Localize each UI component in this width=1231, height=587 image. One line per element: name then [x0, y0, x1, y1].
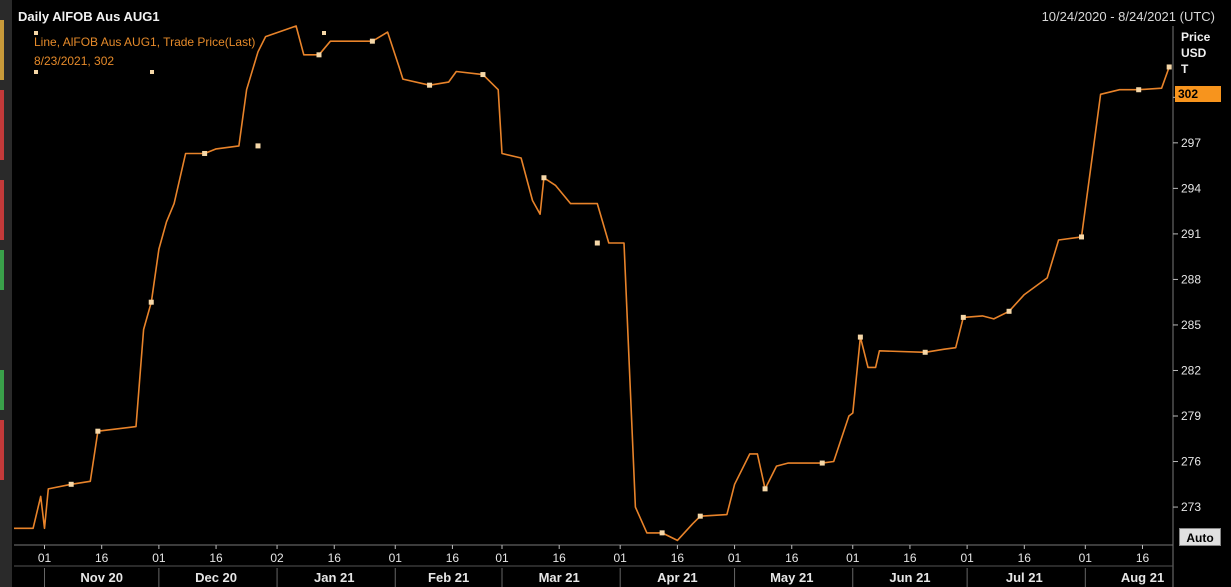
data-point-marker	[541, 175, 547, 181]
data-point-marker	[316, 52, 322, 58]
x-tick-label: 01	[728, 551, 742, 565]
data-point-marker	[369, 38, 375, 44]
x-tick-label: 16	[1018, 551, 1032, 565]
x-tick-label: 16	[903, 551, 917, 565]
data-point-marker	[95, 428, 101, 434]
y-unit-line-1: Price	[1181, 30, 1211, 44]
legend-last-point: 8/23/2021, 302	[34, 54, 115, 68]
x-month-label: Nov 20	[80, 570, 123, 585]
data-point-marker	[68, 481, 74, 487]
x-month-label: May 21	[770, 570, 813, 585]
chart-title: Daily AlFOB Aus AUG1	[18, 9, 160, 24]
x-tick-label: 01	[38, 551, 52, 565]
x-tick-label: 01	[152, 551, 166, 565]
series-line	[14, 25, 1170, 542]
x-month-label: Feb 21	[428, 570, 469, 585]
data-point-marker	[480, 72, 486, 78]
x-month-label: Jan 21	[314, 570, 354, 585]
y-tick-label: 288	[1181, 272, 1201, 286]
x-tick-label: 16	[209, 551, 223, 565]
x-month-label: Apr 21	[657, 570, 697, 585]
y-tick-label: 279	[1181, 409, 1201, 423]
data-point-marker	[427, 82, 433, 88]
data-point-marker	[960, 314, 966, 320]
data-point-marker	[1006, 308, 1012, 314]
x-tick-label: 16	[95, 551, 109, 565]
legend-box-corner	[150, 70, 154, 74]
data-point-marker	[594, 240, 600, 246]
data-point-marker	[148, 299, 154, 305]
x-tick-label: 16	[1136, 551, 1150, 565]
data-point-marker	[819, 460, 825, 466]
y-tick-label: 285	[1181, 318, 1201, 332]
x-tick-label: 01	[614, 551, 628, 565]
data-point-marker	[255, 143, 261, 149]
x-month-label: Aug 21	[1121, 570, 1164, 585]
chart-header: Daily AlFOB Aus AUG1 10/24/2020 - 8/24/2…	[12, 5, 1221, 25]
data-point-marker	[1166, 64, 1172, 70]
y-tick-label: 282	[1181, 363, 1201, 377]
date-range: 10/24/2020 - 8/24/2021 (UTC)	[1041, 9, 1215, 24]
last-value-badge: 302	[1175, 86, 1221, 102]
y-tick-label: 273	[1181, 500, 1201, 514]
legend-box-corner	[34, 31, 38, 35]
data-point-marker	[202, 150, 208, 156]
data-point-marker	[762, 486, 768, 492]
x-month-label: Dec 20	[195, 570, 237, 585]
y-unit-line-2: USD	[1181, 46, 1207, 60]
y-tick-label: 297	[1181, 136, 1201, 150]
x-month-label: Mar 21	[539, 570, 580, 585]
legend-box-corner	[322, 31, 326, 35]
left-edge-strip	[0, 0, 12, 587]
legend: Line, AlFOB Aus AUG1, Trade Price(Last) …	[34, 33, 255, 71]
x-tick-label: 16	[446, 551, 460, 565]
x-tick-label: 01	[1079, 551, 1093, 565]
auto-scale-button[interactable]: Auto	[1179, 528, 1221, 546]
x-tick-label: 01	[846, 551, 860, 565]
y-tick-label: 294	[1181, 181, 1201, 195]
x-tick-label: 16	[328, 551, 342, 565]
legend-box-corner	[34, 70, 38, 74]
data-point-marker	[857, 334, 863, 340]
x-tick-label: 02	[270, 551, 284, 565]
y-unit-line-3: T	[1181, 62, 1189, 76]
data-point-marker	[1079, 234, 1084, 240]
x-tick-label: 16	[785, 551, 799, 565]
data-point-marker	[697, 513, 703, 519]
y-tick-label: 291	[1181, 227, 1201, 241]
x-tick-label: 01	[389, 551, 403, 565]
data-point-marker	[922, 349, 928, 355]
x-tick-label: 16	[671, 551, 685, 565]
x-month-label: Jul 21	[1006, 570, 1043, 585]
y-tick-label: 276	[1181, 455, 1201, 469]
legend-series-label: Line, AlFOB Aus AUG1, Trade Price(Last)	[34, 35, 256, 49]
x-month-label: Jun 21	[889, 570, 930, 585]
data-point-marker	[1136, 87, 1142, 93]
x-tick-label: 01	[495, 551, 509, 565]
x-tick-label: 01	[960, 551, 974, 565]
y-axis-unit-label: Price USD T	[1181, 29, 1210, 77]
data-point-marker	[659, 530, 665, 536]
x-tick-label: 16	[553, 551, 567, 565]
